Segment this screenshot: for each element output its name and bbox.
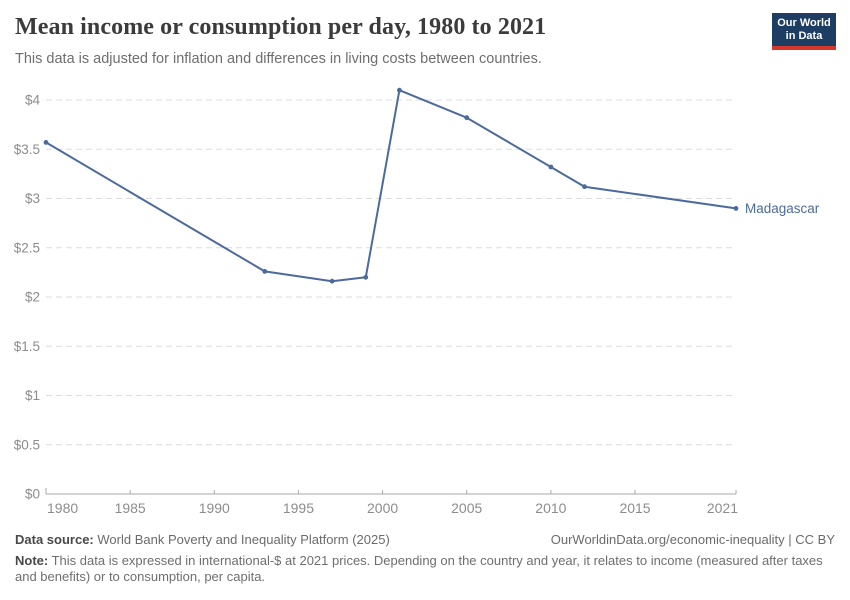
y-axis-tick-label: $4 [25,93,41,108]
x-axis-tick-label: 2005 [451,500,482,516]
data-point-marker [43,140,49,145]
data-point-marker [733,206,739,211]
attribution-separator: | [788,532,792,547]
y-axis-tick-label: $3 [25,191,40,206]
data-source-label: Data source: [15,532,94,547]
y-axis-tick-label: $0.5 [14,437,40,452]
note-value: This data is expressed in international-… [15,553,823,584]
y-axis-tick-label: $1 [25,388,40,403]
y-axis-tick-label: $2 [25,290,40,305]
y-axis-tick-label: $3.5 [14,142,40,157]
series-line [45,89,737,283]
x-axis-tick-label: 1995 [283,500,314,516]
data-point-marker [363,274,369,280]
license-label: CC BY [795,532,835,547]
line-chart-canvas: $0 $0.5 $1 $1.5 $2 $2.5 $3 $3.5 $4 1980 1985 1990 19… [14,87,820,516]
series-end-label: Madagascar [745,201,820,216]
x-axis-tick-label: 2015 [619,500,650,516]
x-axis-tick-label: 1980 [47,500,78,516]
x-axis-tick-label: 1990 [199,500,230,516]
x-axis-tick-label: 1985 [115,500,146,516]
data-source-value: World Bank Poverty and Inequality Platfo… [97,532,390,547]
owid-url-link[interactable]: OurWorldinData.org/economic-inequality [550,532,785,547]
data-point-marker [262,269,268,274]
data-point-marker [397,87,402,93]
data-source-line: Data source: World Bank Poverty and Ineq… [15,532,390,547]
owid-logo[interactable]: Our World in Data [772,13,836,50]
data-point-marker [464,115,470,121]
chart-subtitle: This data is adjusted for inflation and … [15,51,542,67]
x-axis-tick-label: 2021 [707,500,738,516]
chart-title: Mean income or consumption per day, 1980… [15,14,547,40]
chart-footer: Data source: World Bank Poverty and Ineq… [15,532,835,584]
y-axis-tick-label: $1.5 [14,339,40,354]
y-axis-tick-label: $2.5 [14,240,40,255]
chart-note: Note: This data is expressed in internat… [15,553,835,584]
owid-logo-line1: Our World [777,16,831,29]
note-label: Note: [15,553,49,568]
data-point-marker [582,184,587,190]
x-axis-tick-label: 2010 [535,500,566,516]
attribution-line: OurWorldinData.org/economic-inequality |… [551,532,835,547]
x-axis-tick-label: 2000 [367,500,398,516]
data-point-marker [548,164,554,170]
data-point-marker [329,278,335,284]
y-axis-tick-label: $0 [25,487,40,502]
owid-logo-line2: in Data [785,29,823,42]
